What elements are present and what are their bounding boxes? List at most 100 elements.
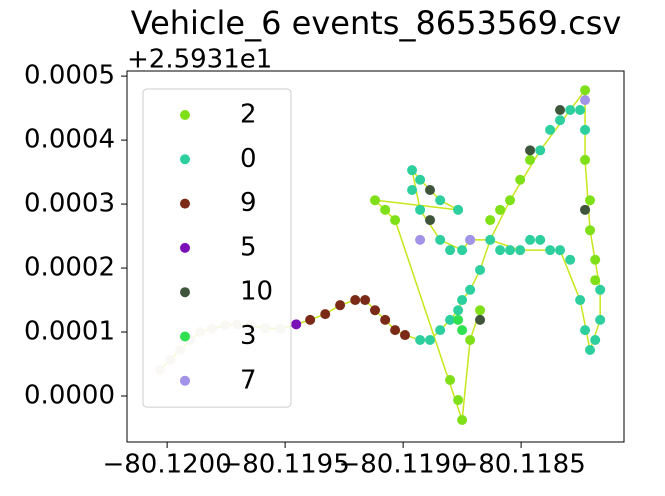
scatter-point — [475, 305, 486, 316]
legend-label: 5 — [240, 232, 257, 262]
legend-label: 2 — [240, 100, 257, 130]
scatter-point — [415, 234, 426, 245]
scatter-point — [580, 124, 591, 135]
scatter-point — [425, 335, 436, 346]
x-tick-label: −80.1190 — [338, 450, 467, 480]
scatter-point — [595, 284, 606, 295]
scatter-point — [525, 234, 536, 245]
scatter-point — [590, 335, 601, 346]
legend-marker — [180, 154, 190, 165]
scatter-point — [399, 330, 410, 341]
scatter-point — [435, 325, 446, 336]
scatter-point — [580, 95, 591, 106]
scatter-point — [415, 174, 426, 185]
scatter-point — [585, 225, 596, 236]
axes-frame — [126, 70, 625, 443]
chart-title: Vehicle_6 events_8653569.csv — [131, 4, 622, 42]
scatter-point — [445, 245, 456, 256]
legend-label: 7 — [240, 365, 257, 395]
scatter-point — [457, 414, 468, 425]
x-tick-label: −80.1195 — [220, 450, 349, 480]
scatter-point — [350, 295, 361, 306]
scatter-point — [453, 395, 464, 406]
scatter-point — [435, 195, 446, 206]
scatter-point — [457, 295, 468, 306]
scatter-point — [535, 145, 546, 156]
scatter-point — [465, 234, 476, 245]
scatter-point — [515, 245, 526, 256]
scatter-point — [425, 215, 436, 226]
legend-label: 10 — [240, 277, 273, 307]
y-tick-label: 0.0003 — [24, 189, 115, 219]
legend-marker — [180, 242, 190, 253]
y-tick-label: 0.0004 — [24, 125, 115, 155]
scatter-point — [415, 335, 426, 346]
y-offset-text: +2.5931e1 — [127, 45, 272, 75]
legend-marker — [180, 375, 190, 386]
scatter-point — [595, 314, 606, 325]
scatter-point — [335, 300, 346, 311]
y-tick-label: 0.0005 — [24, 61, 115, 91]
scatter-point — [457, 245, 468, 256]
scatter-point — [545, 245, 556, 256]
scatter-point — [360, 295, 371, 306]
scatter-point — [515, 174, 526, 185]
scatter-point — [590, 275, 601, 286]
y-tick-label: 0.0000 — [24, 381, 115, 411]
scatter-point — [495, 245, 506, 256]
scatter-point — [435, 234, 446, 245]
legend-marker — [180, 287, 190, 298]
scatter-point — [485, 234, 496, 245]
scatter-point — [380, 204, 391, 215]
legend-marker — [180, 110, 190, 120]
scatter-point — [545, 124, 556, 135]
y-tick-label: 0.0001 — [24, 317, 115, 347]
scatter-point — [585, 345, 596, 356]
scatter-point — [535, 234, 546, 245]
scatter-point — [580, 204, 591, 215]
scatter-point — [380, 314, 391, 325]
scatter-point — [555, 245, 566, 256]
scatter-point — [565, 105, 576, 116]
scatter-point — [445, 375, 456, 386]
scatter-point — [485, 215, 496, 226]
legend-label: 3 — [240, 321, 257, 351]
scatter-point — [555, 105, 566, 116]
legend-marker — [180, 198, 190, 209]
scatter-point — [465, 284, 476, 295]
scatter-point — [555, 115, 566, 126]
scatter-point — [505, 245, 516, 256]
scatter-point — [575, 105, 586, 116]
scatter-point — [525, 154, 536, 165]
scatter-point — [291, 319, 302, 330]
scatter-point — [415, 204, 426, 215]
x-tick-label: −80.1200 — [102, 450, 231, 480]
scatter-point — [407, 184, 418, 195]
scatter-point — [390, 325, 401, 336]
scatter-point — [453, 204, 464, 215]
scatter-point — [475, 314, 486, 325]
y-tick-label: 0.0002 — [24, 253, 115, 283]
scatter-point — [445, 314, 456, 325]
scatter-point — [580, 85, 591, 96]
scatter-point — [565, 254, 576, 265]
scatter-point — [305, 314, 316, 325]
scatter-point — [453, 314, 464, 325]
scatter-point — [425, 184, 436, 195]
legend-box — [142, 88, 292, 408]
scatter-point — [575, 295, 586, 306]
legend-marker — [180, 331, 190, 342]
scatter-point — [390, 215, 401, 226]
scatter-point — [457, 325, 468, 336]
scatter-point — [585, 195, 596, 206]
x-tick-label: −80.1185 — [456, 450, 585, 480]
legend-label: 9 — [240, 188, 257, 218]
scatter-point — [505, 195, 516, 206]
scatter-point — [475, 264, 486, 275]
legend-label: 0 — [240, 144, 257, 174]
scatter-point — [465, 335, 476, 346]
scatter-point — [370, 195, 381, 206]
scatter-point — [495, 204, 506, 215]
